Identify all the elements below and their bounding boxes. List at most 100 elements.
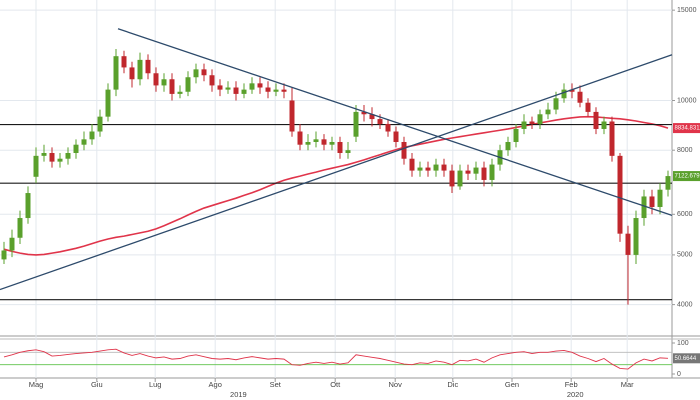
candle-body [313, 139, 319, 142]
candle-body [65, 153, 71, 159]
candle-body [113, 56, 119, 90]
candle-body [105, 89, 111, 117]
candle-body [153, 73, 159, 86]
candle-body [265, 87, 271, 92]
candle-body [89, 131, 95, 140]
x-tick-label: Mar [621, 380, 634, 389]
candle-body [121, 56, 127, 68]
candle-body [593, 111, 599, 129]
candle-body [521, 121, 527, 129]
candle-body [337, 141, 343, 154]
candle-body [665, 176, 671, 190]
year-label: 2020 [567, 390, 584, 399]
candle-body [297, 131, 303, 145]
candle-body [537, 114, 543, 124]
candle-body [569, 89, 575, 92]
candle-body [201, 69, 207, 76]
candle-body [17, 218, 23, 238]
candle-body [81, 139, 87, 145]
candle-body [377, 119, 383, 124]
x-tick-label: Feb [565, 380, 578, 389]
candle-body [441, 164, 447, 171]
candle-body [385, 123, 391, 132]
candle-body [641, 196, 647, 219]
candle-body [305, 141, 311, 145]
candle-body [505, 141, 511, 151]
rsi-value-label: 50.6644 [675, 356, 697, 362]
candle-body [609, 121, 615, 156]
candle-body [393, 131, 399, 142]
y-tick-label: 6000 [677, 211, 693, 218]
candle-body [617, 155, 623, 234]
candle-body [345, 150, 351, 154]
y-tick-label: 15000 [677, 7, 697, 14]
candle-body [249, 83, 255, 90]
candle-body [9, 237, 15, 251]
x-tick-label: Nov [389, 380, 403, 389]
x-tick-label: Mag [29, 380, 44, 389]
candle-body [465, 170, 471, 174]
candle-body [329, 141, 335, 145]
x-tick-label: Set [270, 380, 282, 389]
candle-body [489, 164, 495, 180]
candle-body [137, 59, 143, 80]
candle-body [49, 153, 55, 162]
candle-body [433, 164, 439, 171]
x-tick-label: Dic [447, 380, 458, 389]
candle-body [321, 139, 327, 145]
candle-body [289, 100, 295, 132]
candle-body [457, 170, 463, 187]
x-tick-label: Gen [505, 380, 519, 389]
x-tick-label: Ago [209, 380, 222, 389]
candle-body [649, 196, 655, 207]
candle-body [129, 67, 135, 80]
candle-body [577, 91, 583, 103]
candle-body [353, 111, 359, 137]
candle-body [425, 167, 431, 171]
candle-body [409, 158, 415, 171]
candle-body [169, 79, 175, 94]
candle-body [601, 121, 607, 129]
y-tick-label: 100 [677, 340, 689, 347]
candle-body [161, 79, 167, 86]
candle-body [73, 144, 79, 154]
candle-body [361, 111, 367, 115]
y-tick-label: 10000 [677, 97, 697, 104]
candle-body [561, 89, 567, 99]
candle-body [625, 233, 631, 255]
candle-body [193, 69, 199, 78]
candle-body [25, 193, 31, 219]
y-tick-label: 4000 [677, 301, 693, 308]
candle-body [513, 128, 519, 142]
candle-body [473, 167, 479, 174]
candle-body [241, 89, 247, 94]
ma-value-label: 8834.8311 [675, 126, 700, 132]
candle-body [553, 98, 559, 110]
candle-body [233, 87, 239, 94]
trendline [117, 28, 673, 217]
candle-body [585, 102, 591, 112]
x-tick-label: Lug [149, 380, 162, 389]
candle-body [33, 155, 39, 177]
x-tick-label: Ott [330, 380, 341, 389]
candle-body [273, 89, 279, 92]
candle-body [97, 116, 103, 132]
year-label: 2019 [230, 390, 247, 399]
last-price-label: 7122.6791 [675, 174, 700, 180]
candle-body [481, 167, 487, 180]
candle-body [633, 218, 639, 255]
candle-body [257, 83, 263, 88]
candle-body [529, 121, 535, 124]
candle-body [217, 85, 223, 90]
candle-body [209, 75, 215, 86]
candle-body [449, 170, 455, 187]
y-tick-label: 5000 [677, 252, 693, 259]
candle-body [657, 189, 663, 207]
candle-body [185, 77, 191, 92]
candle-body [177, 91, 183, 94]
candle-body [401, 141, 407, 159]
candle-body [225, 87, 231, 90]
candle-body [41, 153, 47, 156]
